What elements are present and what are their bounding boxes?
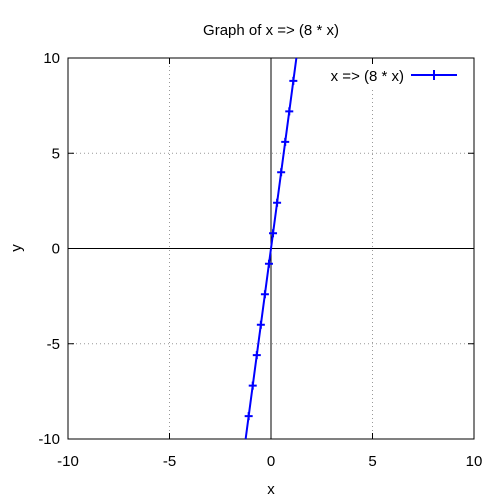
y-tick-label: 10 <box>43 50 60 67</box>
data-point <box>253 351 261 359</box>
x-tick-label: -5 <box>163 453 176 470</box>
legend: x => (8 * x) <box>308 64 458 88</box>
data-point <box>257 321 265 329</box>
y-tick-label: 5 <box>52 145 60 162</box>
x-tick-label: -10 <box>57 453 79 470</box>
data-point <box>269 229 277 237</box>
x-axis-label: x <box>267 481 275 498</box>
data-point <box>261 290 269 298</box>
data-point <box>273 199 281 207</box>
x-tick-label: 10 <box>466 453 483 470</box>
y-tick-label: -5 <box>47 336 60 353</box>
data-point <box>281 138 289 146</box>
y-tick-label: 0 <box>52 241 60 258</box>
y-axis-label: y <box>8 244 25 252</box>
data-point <box>277 168 285 176</box>
data-point <box>245 412 253 420</box>
x-tick-label: 5 <box>368 453 376 470</box>
data-point <box>249 382 257 390</box>
legend-label: x => (8 * x) <box>331 68 404 85</box>
y-tick-label: -10 <box>38 431 60 448</box>
data-point <box>285 107 293 115</box>
data-point <box>265 260 273 268</box>
data-point <box>289 77 297 85</box>
chart-title: Graph of x => (8 * x) <box>203 22 339 39</box>
x-tick-label: 0 <box>267 453 275 470</box>
